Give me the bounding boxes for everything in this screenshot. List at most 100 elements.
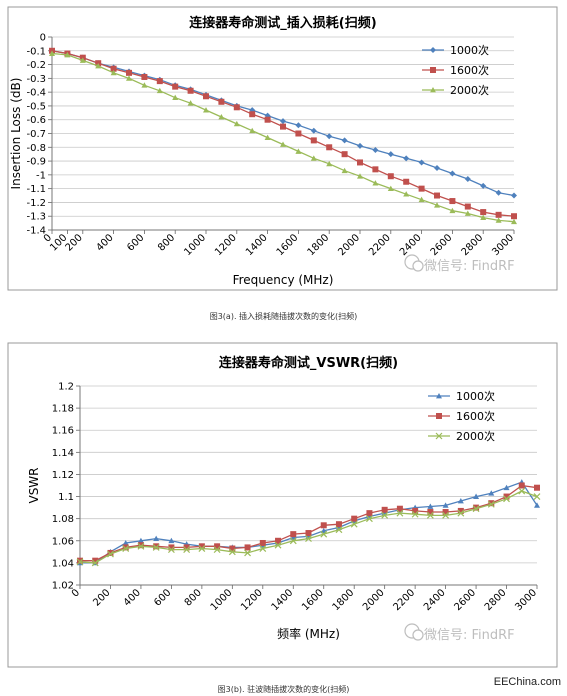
y-tick-label: 1.04 xyxy=(52,558,74,569)
data-point xyxy=(464,203,471,210)
data-point xyxy=(518,482,525,489)
data-point xyxy=(357,173,363,179)
data-point xyxy=(229,545,236,552)
data-point xyxy=(480,182,487,189)
data-point xyxy=(218,113,225,120)
wechat-icon-bubble xyxy=(412,629,424,641)
data-point xyxy=(167,546,175,554)
data-point xyxy=(280,141,286,147)
data-point xyxy=(77,557,83,564)
y-tick-label: -1.3 xyxy=(26,212,46,223)
data-point xyxy=(396,505,403,512)
data-point xyxy=(95,62,102,69)
y-tick-label: 1.18 xyxy=(52,404,74,415)
data-point xyxy=(326,144,333,151)
data-point xyxy=(320,522,327,529)
y-tick-label: 1.1 xyxy=(58,492,74,503)
data-point xyxy=(457,509,465,517)
y-tick-label: -0.2 xyxy=(26,60,46,71)
legend-swatch-marker xyxy=(430,47,436,53)
data-point xyxy=(335,526,343,534)
y-axis-label: VSWR xyxy=(27,467,41,503)
data-point xyxy=(156,87,163,94)
data-point xyxy=(488,490,495,496)
data-point xyxy=(79,57,86,63)
data-point xyxy=(418,185,425,192)
y-axis-label: Insertion Loss (dB) xyxy=(9,78,23,190)
data-point xyxy=(326,133,333,140)
data-point xyxy=(187,100,194,106)
data-point xyxy=(326,160,333,167)
legend-label: 1000次 xyxy=(450,43,489,57)
watermark-label: 微信号: FindRF xyxy=(424,259,515,274)
data-point xyxy=(64,51,71,58)
data-point xyxy=(449,198,456,205)
data-point xyxy=(533,493,541,500)
x-axis-label: 频率 (MHz) xyxy=(277,626,340,641)
data-point xyxy=(218,98,225,105)
data-point xyxy=(214,543,221,550)
data-point xyxy=(503,495,510,503)
legend-label: 1600次 xyxy=(456,409,495,423)
data-point xyxy=(289,537,297,545)
data-point xyxy=(264,134,271,141)
data-point xyxy=(91,559,99,567)
data-point xyxy=(274,541,282,549)
data-point xyxy=(290,531,297,538)
y-tick-label: 1.14 xyxy=(52,448,74,459)
series-3 xyxy=(49,50,517,225)
data-point xyxy=(366,510,373,517)
data-point xyxy=(387,185,394,192)
data-point xyxy=(381,511,389,519)
data-point xyxy=(341,167,348,174)
data-point xyxy=(76,558,84,566)
y-tick-label: -1.2 xyxy=(26,198,46,209)
data-point xyxy=(372,147,379,154)
data-point xyxy=(495,217,502,223)
data-point xyxy=(203,93,209,100)
data-point xyxy=(92,557,99,564)
chart-title: 连接器寿命测试_VSWR(扫频) xyxy=(219,355,398,371)
watermark-label: 微信号: FindRF xyxy=(424,628,515,643)
data-point xyxy=(534,502,540,508)
figure-caption-a: 图3(a). 插入损耗随插拔次数的变化(扫频) xyxy=(209,312,358,321)
y-tick-label: -0.1 xyxy=(26,46,46,57)
data-point xyxy=(387,173,394,180)
legend-label: 1000次 xyxy=(456,389,495,403)
data-point xyxy=(110,69,117,76)
data-point xyxy=(310,137,317,144)
site-label: EEChina.com xyxy=(493,676,561,688)
chart-frame xyxy=(7,342,558,668)
series-3 xyxy=(76,487,541,567)
y-tick-label: 0 xyxy=(40,33,46,44)
data-point xyxy=(403,191,410,197)
data-point xyxy=(233,104,240,111)
data-point xyxy=(372,166,379,173)
y-tick-label: 1.08 xyxy=(52,514,74,525)
data-point xyxy=(418,159,425,166)
data-point xyxy=(280,118,286,125)
data-point xyxy=(203,107,209,113)
data-point xyxy=(449,170,456,177)
data-point xyxy=(411,510,419,518)
data-point xyxy=(141,73,148,80)
data-point xyxy=(480,209,487,216)
legend-swatch-marker xyxy=(435,432,443,440)
data-point xyxy=(351,515,358,522)
data-point xyxy=(110,65,117,72)
data-point xyxy=(126,75,132,81)
data-point xyxy=(434,192,440,199)
data-point xyxy=(357,142,363,149)
data-point xyxy=(141,82,148,88)
data-point xyxy=(153,535,160,541)
data-point xyxy=(137,542,144,549)
data-point xyxy=(183,546,191,554)
data-point xyxy=(511,192,517,199)
data-point xyxy=(107,550,114,558)
data-point xyxy=(487,500,495,508)
data-point xyxy=(172,83,179,90)
legend-swatch-marker xyxy=(436,413,442,419)
series-2 xyxy=(49,47,517,220)
data-point xyxy=(310,155,317,161)
legend-swatch-marker xyxy=(430,67,436,73)
